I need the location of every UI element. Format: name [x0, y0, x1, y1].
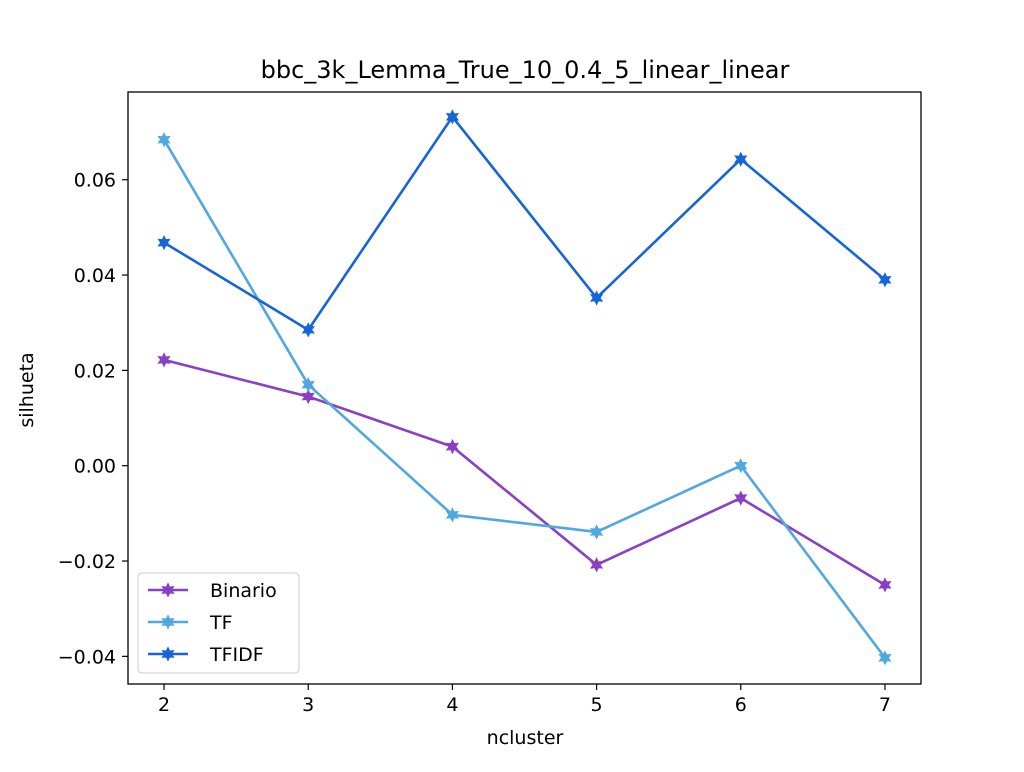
y-axis-label: silhueta — [16, 352, 38, 427]
data-point-binario — [157, 352, 171, 368]
y-tick-label: 0.00 — [74, 456, 116, 478]
legend: Binario TF TFIDF — [137, 572, 300, 674]
legend-box — [137, 572, 300, 674]
data-point-binario — [589, 557, 604, 573]
data-point-binario — [734, 490, 748, 506]
x-tick-label: 7 — [879, 694, 891, 716]
legend-label: Binario — [210, 580, 277, 602]
data-point-tfidf — [878, 272, 892, 288]
data-point-tfidf — [301, 322, 315, 338]
legend-label: TF — [209, 612, 233, 634]
data-point-tf — [301, 376, 315, 393]
data-point-tf — [878, 650, 892, 666]
y-tick-label: 0.04 — [74, 265, 116, 287]
y-tick-label: 0.06 — [74, 170, 116, 192]
data-point-tfidf — [734, 151, 748, 167]
x-tick-label: 2 — [158, 694, 170, 716]
plot-series — [157, 109, 892, 666]
data-point-tf — [445, 507, 460, 523]
plot-frame — [127, 91, 922, 685]
x-axis-label: ncluster — [487, 727, 564, 749]
x-tick-label: 5 — [591, 694, 603, 716]
data-point-binario — [301, 388, 315, 405]
legend-label: TFIDF — [209, 644, 264, 666]
x-tick-label: 6 — [735, 694, 747, 716]
data-point-tfidf — [589, 290, 604, 306]
legend-marker — [161, 582, 175, 598]
data-point-tf — [589, 524, 604, 540]
series-line-binario — [163, 358, 886, 586]
series-line-tf — [162, 139, 886, 659]
y-tick-label: −0.02 — [58, 551, 116, 573]
legend-marker — [161, 646, 175, 662]
x-tick-label: 4 — [446, 694, 458, 716]
series-line-tfidf — [163, 115, 886, 332]
x-tick-label: 3 — [302, 694, 314, 716]
data-point-tfidf — [445, 109, 460, 125]
y-tick-label: −0.04 — [58, 646, 116, 668]
y-tick-label: 0.02 — [74, 360, 116, 382]
data-point-binario — [445, 438, 460, 455]
data-point-binario — [878, 577, 892, 593]
data-point-tf — [734, 458, 748, 474]
chart-title: bbc_3k_Lemma_True_10_0.4_5_linear_linear — [261, 56, 790, 84]
axis-ticks: 2 3 4 5 6 7 −0.04 −0.02 0.00 0.02 0.04 0.06 — [58, 170, 891, 716]
legend-marker — [161, 614, 175, 630]
data-point-tfidf — [157, 234, 171, 251]
data-point-tf — [157, 132, 171, 148]
